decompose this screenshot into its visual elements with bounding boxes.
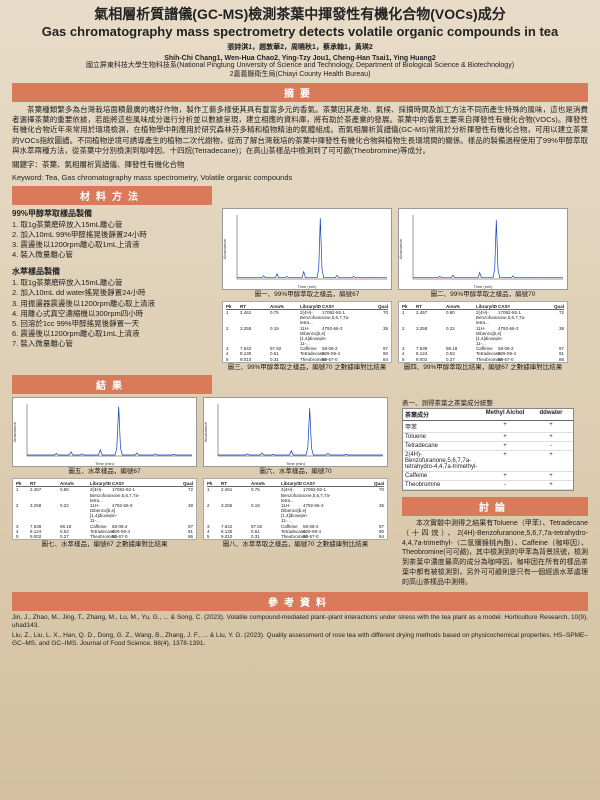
- section-abstract: 摘要: [12, 83, 588, 102]
- poster-root: 氣相層析質譜儀(GC-MS)檢測茶葉中揮發性有機化合物(VOCs)成分 Gas …: [0, 0, 600, 656]
- svg-text:Abundance: Abundance: [399, 238, 403, 259]
- chrom-1-caption: 圖一、99%甲醇萃取之樣品，編號67: [222, 291, 392, 298]
- m2-step: 4. 用離心式真空濃縮機以300rpm四小時: [12, 309, 212, 319]
- results-row: Time (min) Abundance 圖五、水萃樣品，編號67 Time (…: [12, 397, 588, 588]
- title-en: Gas chromatography mass spectrometry det…: [12, 24, 588, 40]
- m2-step: 6. 震盪後以1200rpm離心取1mL上清液: [12, 329, 212, 339]
- results-right: 表一、測得茶葉之茶葉成分統整 茶葉成分Methyl Alcholddwater甲…: [402, 397, 588, 588]
- methods-1-list: 1. 取1g茶葉磨碎放入15mL離心管 2. 加入10mL 99%甲醇搖晃後靜置…: [12, 220, 212, 261]
- methods-2-list: 1. 取1g茶葉磨碎放入15mL離心管 2. 加入10mL dd water搖晃…: [12, 278, 212, 349]
- svg-text:Time (min): Time (min): [474, 284, 494, 289]
- chrom-6-caption: 圖六、水萃樣品，編號70: [203, 468, 388, 475]
- chrom-grid: Time (min) Abundance 圖一、99%甲醇萃取之樣品，編號67 …: [222, 208, 588, 371]
- library-67: PkRTArea%Library/IDCAS#Qual12.4570.802(4…: [398, 301, 568, 363]
- datablock-7-wrap: PkRTArea%Library/IDCAS#Qual12.4570.802(4…: [12, 478, 197, 548]
- ref-1: Jin, J., Zhao, M., Jing, T., Zhang, M., …: [12, 614, 588, 630]
- methods-column: 99%甲醇萃取樣品製備 1. 取1g茶葉磨碎放入15mL離心管 2. 加入10m…: [12, 208, 212, 371]
- chrom-5-caption: 圖五、水萃樣品，編號67: [12, 468, 197, 475]
- svg-text:Time (min): Time (min): [286, 461, 306, 466]
- section-refs: 參考資料: [12, 592, 588, 611]
- table1: 茶葉成分Methyl Alcholddwater甲苯++Toluene++Tet…: [402, 408, 574, 491]
- chrom-8-caption: 圖八、水萃萃取之樣品，編號70 之數據庫對比結果: [203, 541, 388, 548]
- chrom-2-wrap: Time (min) Abundance 圖二、99%甲醇萃取之樣品，編號70: [398, 208, 568, 298]
- affiliation-2: 2嘉義縣衛生局(Chiayi County Health Bureau): [12, 71, 588, 79]
- datablock-3-wrap: PkRTArea%Library/IDCAS#Qual12.4610.752(4…: [222, 301, 392, 371]
- abstract-text: 茶葉種類繁多為台灣栽培面積最廣的嗜好作物，製作工藝多樣使其具有豐富多元的香氣。茶…: [12, 105, 588, 156]
- ref-2: Liu, Z., Liu, L. X., Han, Q. D., Dong, G…: [12, 632, 588, 648]
- chrom-2-caption: 圖二、99%甲醇萃取之樣品，編號70: [398, 291, 568, 298]
- svg-text:Abundance: Abundance: [223, 238, 227, 259]
- chrom-5: Time (min) Abundance: [12, 397, 197, 467]
- m2-step: 2. 加入10mL dd water搖晃後靜置24小時: [12, 288, 212, 298]
- chrom-6: Time (min) Abundance: [203, 397, 388, 467]
- datablock-4-wrap: PkRTArea%Library/IDCAS#Qual12.4570.802(4…: [398, 301, 568, 371]
- methods-2-title: 水萃樣品製備: [12, 266, 212, 277]
- section-methods: 材料方法: [12, 186, 212, 205]
- methods-and-chrom: 99%甲醇萃取樣品製備 1. 取1g茶葉磨碎放入15mL離心管 2. 加入10m…: [12, 208, 588, 371]
- chrom-7-caption: 圖七、水萃樣品，編號67 之數據庫對比結果: [12, 541, 197, 548]
- section-discussion: 討論: [402, 497, 588, 516]
- svg-text:Time (min): Time (min): [298, 284, 318, 289]
- chrom-4-caption: 圖四、99%甲醇萃取比結果，編號67 之數據庫對比結果: [398, 364, 568, 371]
- m1-step: 4. 裝入微量離心管: [12, 250, 212, 260]
- library-70w: PkRTArea%Library/IDCAS#Qual12.4610.752(4…: [203, 478, 388, 540]
- m2-step: 3. 用振盪器震盪後以1200rpm離心取上清液: [12, 299, 212, 309]
- chrom-2: Time (min) Abundance: [398, 208, 568, 290]
- title-zh: 氣相層析質譜儀(GC-MS)檢測茶葉中揮發性有機化合物(VOCs)成分: [12, 6, 588, 23]
- keywords-en: Keyword: Tea, Gas chromatography mass sp…: [12, 173, 588, 182]
- library-67w: PkRTArea%Library/IDCAS#Qual12.4570.802(4…: [12, 478, 197, 540]
- svg-text:Abundance: Abundance: [13, 421, 17, 442]
- methods-1-title: 99%甲醇萃取樣品製備: [12, 208, 212, 219]
- chrom-5-wrap: Time (min) Abundance 圖五、水萃樣品，編號67: [12, 397, 197, 475]
- m1-step: 2. 加入10mL 99%甲醇搖晃後靜置24小時: [12, 230, 212, 240]
- m1-step: 1. 取1g茶葉磨碎放入15mL離心管: [12, 220, 212, 230]
- m2-step: 5. 回溶於1cc 99%甲醇搖晃後靜置一天: [12, 319, 212, 329]
- section-results: 結果: [12, 375, 212, 394]
- discussion-text: 本次實驗中測得之結果有Toluene（甲苯）、Tetradecane（十四烷）、…: [402, 519, 588, 588]
- keywords-zh: 關鍵字：茶葉、氣相層析質譜儀、揮發性有機化合物: [12, 159, 588, 170]
- library-70: PkRTArea%Library/IDCAS#Qual12.4610.752(4…: [222, 301, 392, 363]
- references: Jin, J., Zhao, M., Jing, T., Zhang, M., …: [12, 614, 588, 649]
- m2-step: 7. 裝入微量離心管: [12, 339, 212, 349]
- m1-step: 3. 震盪後以1200rpm離心取1mL上清液: [12, 240, 212, 250]
- svg-text:Time (min): Time (min): [95, 461, 115, 466]
- affiliation-1: 國立屏東科技大學生物科技系(National Pingtung Universi…: [12, 62, 588, 70]
- chrom-1-wrap: Time (min) Abundance 圖一、99%甲醇萃取之樣品，編號67: [222, 208, 392, 298]
- chrom-6-wrap: Time (min) Abundance 圖六、水萃樣品，編號70: [203, 397, 388, 475]
- svg-text:Abundance: Abundance: [204, 421, 208, 442]
- datablock-8-wrap: PkRTArea%Library/IDCAS#Qual12.4610.752(4…: [203, 478, 388, 548]
- authors-zh: 張詩淇1，趙敦華2，周曉秋1，蔡承翰1，黃瑛2: [12, 42, 588, 52]
- chrom-1: Time (min) Abundance: [222, 208, 392, 290]
- results-left: Time (min) Abundance 圖五、水萃樣品，編號67 Time (…: [12, 397, 392, 588]
- m2-step: 1. 取1g茶葉磨碎放入15mL離心管: [12, 278, 212, 288]
- chrom-3-caption: 圖三、99%甲醇萃取之樣品，編號70 之數據庫對比結果: [222, 364, 392, 371]
- table1-caption: 表一、測得茶葉之茶葉成分統整: [402, 397, 588, 407]
